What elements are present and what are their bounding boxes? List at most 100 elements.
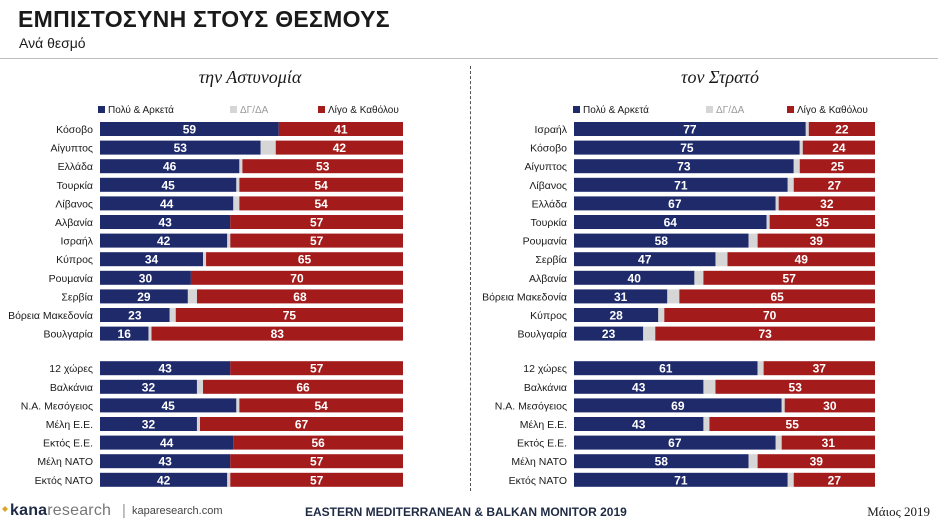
bar-seg-low	[709, 417, 875, 431]
category-label: Κύπρος	[530, 310, 567, 322]
bar-row-0-18: Εκτός ΝΑΤΟ 42 57	[35, 472, 403, 487]
bar-row-0-6: Ισραήλ 42 57	[60, 233, 403, 248]
data-label: 49	[795, 253, 809, 267]
bar-seg-dk	[766, 215, 770, 229]
bar-seg-high	[100, 177, 237, 192]
data-label: 39	[810, 455, 824, 469]
category-label: Βουλγαρία	[43, 329, 93, 341]
bar-row-0-7: Κύπρος 34 65	[56, 252, 403, 267]
bar-seg-high	[100, 417, 197, 431]
bar-seg-dk	[703, 417, 710, 431]
chart-army: Πολύ & Αρκετά ΔΓ/ΔΑ Λίγο & Καθόλου Ισραήλ 77…	[482, 104, 875, 487]
bar-seg-high	[100, 215, 231, 229]
category-label: Ισραήλ	[534, 124, 567, 136]
bar-seg-high	[574, 215, 767, 229]
bar-row-1-0: Ισραήλ 77 22	[534, 122, 875, 137]
bar-seg-high	[100, 435, 234, 450]
category-label: Εκτός ΝΑΤΟ	[35, 475, 93, 487]
bar-row-0-13: Βαλκάνια 32 66	[50, 379, 403, 394]
bar-row-1-13: Βαλκάνια 43 53	[524, 379, 875, 394]
bar-row-0-0: Κόσοβο 59 41	[56, 122, 403, 137]
data-label: 67	[668, 436, 682, 450]
data-label: 32	[820, 197, 834, 211]
bar-seg-dk	[236, 398, 240, 413]
bar-seg-high	[100, 122, 279, 136]
data-label: 45	[161, 178, 175, 192]
chart-title-army: τον Στρατό	[681, 67, 759, 87]
category-label: Βόρεια Μακεδονία	[482, 291, 567, 303]
bar-row-1-5: Τουρκία 64 35	[531, 215, 875, 230]
data-label: 43	[158, 362, 172, 376]
legend-label: Πολύ & Αρκετά	[108, 104, 174, 116]
bar-seg-high	[574, 398, 782, 413]
data-label: 58	[655, 455, 669, 469]
data-label: 43	[158, 216, 172, 230]
bar-row-1-16: Εκτός Ε.Ε. 67 31	[517, 435, 875, 450]
category-label: Βαλκάνια	[50, 382, 93, 394]
data-label: 67	[295, 418, 309, 432]
bar-row-1-15: Μέλη Ε.Ε. 43 55	[520, 417, 875, 432]
category-label: Ελλάδα	[58, 161, 93, 173]
data-label: 56	[311, 436, 325, 450]
data-label: 23	[602, 327, 616, 341]
bar-seg-high	[100, 398, 237, 413]
bar-seg-high	[574, 252, 716, 267]
legend-swatch	[706, 106, 713, 113]
bar-seg-high	[100, 361, 231, 376]
data-label: 22	[835, 123, 849, 137]
bar-seg-dk	[667, 289, 680, 304]
bar-seg-low	[230, 215, 403, 229]
data-label: 57	[310, 234, 324, 248]
data-label: 61	[659, 362, 673, 376]
data-label: 30	[823, 399, 837, 413]
logo-separator: |	[122, 502, 126, 519]
bar-seg-low	[784, 398, 875, 413]
bar-seg-high	[574, 472, 788, 487]
category-label: Κόσοβο	[56, 124, 93, 136]
bar-row-0-1: Αίγυπτος 53 42	[51, 140, 403, 155]
category-label: Ρουμανία	[49, 273, 93, 285]
data-label: 69	[671, 399, 685, 413]
bar-seg-dk	[775, 196, 779, 211]
data-label: 27	[828, 473, 842, 487]
category-label: Εκτός Ε.Ε.	[517, 438, 567, 450]
bar-seg-low	[655, 326, 875, 341]
bar-seg-dk	[703, 379, 716, 394]
bar-row-1-10: Κύπρος 28 70	[530, 308, 875, 323]
page-subtitle: Ανά θεσμό	[19, 35, 86, 51]
data-label: 77	[683, 123, 697, 137]
bar-row-1-11: Βουλγαρία 23 73	[517, 326, 875, 341]
bar-seg-high	[100, 379, 197, 394]
chart-title-police: την Αστυνομία	[198, 67, 302, 87]
data-label: 73	[677, 160, 691, 174]
bar-row-0-4: Λίβανος 44 54	[55, 196, 403, 211]
data-label: 46	[163, 160, 177, 174]
data-label: 70	[290, 271, 304, 285]
logo-rest-text: research	[47, 502, 112, 519]
kapa-logo[interactable]: kanaresearch	[10, 502, 111, 520]
bar-seg-dk	[227, 233, 231, 248]
legend-swatch	[573, 106, 580, 113]
data-label: 68	[293, 290, 307, 304]
bar-seg-high	[574, 289, 668, 304]
bar-row-0-5: Αλβανία 43 57	[55, 215, 403, 230]
bar-seg-high	[574, 177, 788, 192]
bar-seg-dk	[148, 326, 152, 341]
data-label: 53	[789, 380, 803, 394]
data-label: 43	[158, 455, 172, 469]
legend-swatch	[318, 106, 325, 113]
bar-seg-dk	[196, 379, 204, 394]
bar-seg-low	[763, 361, 875, 376]
bar-seg-high	[574, 140, 800, 155]
bar-seg-high	[100, 159, 240, 174]
bar-row-1-4: Ελλάδα 67 32	[532, 196, 875, 211]
bar-seg-low	[203, 379, 403, 394]
bar-seg-dk	[787, 177, 794, 192]
site-link[interactable]: kaparesearch.com	[132, 505, 223, 517]
bar-seg-low	[664, 308, 875, 322]
bar-seg-high	[100, 326, 149, 341]
bar-seg-low	[781, 435, 875, 450]
bar-seg-high	[100, 308, 170, 322]
category-label: Μέλη ΝΑΤΟ	[37, 456, 93, 468]
data-label: 43	[632, 380, 646, 394]
